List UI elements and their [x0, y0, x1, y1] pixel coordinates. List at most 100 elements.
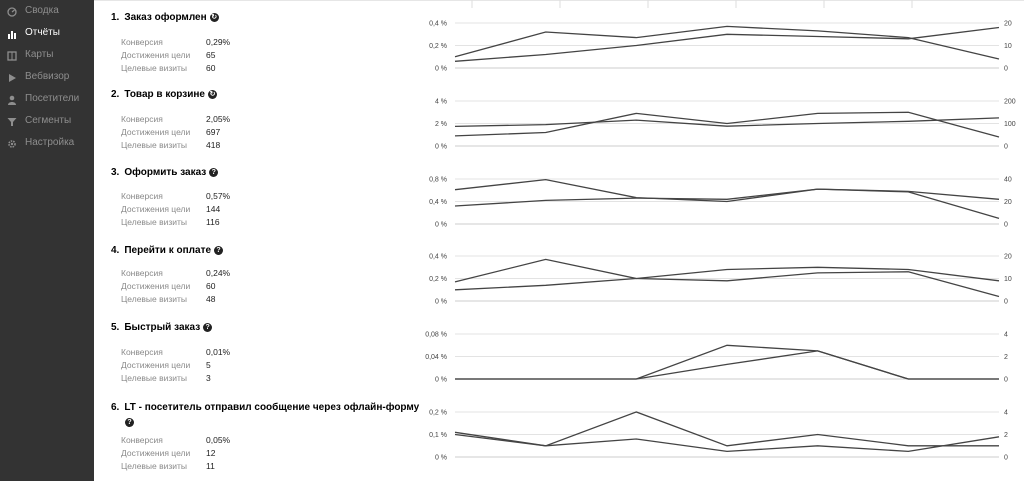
y-right-tick-label: 20	[1004, 254, 1012, 261]
y-left-tick-label: 0 %	[435, 299, 447, 306]
reaches-value: 144	[206, 204, 221, 214]
sidebar-item-label: Вебвизор	[25, 71, 70, 82]
y-right-tick-label: 20	[1004, 199, 1012, 206]
y-right-tick-label: 4	[1004, 332, 1008, 339]
sidebar-item-label: Отчёты	[25, 27, 60, 38]
play-icon	[9, 74, 16, 82]
arrow-circle-icon[interactable]: ↻	[208, 90, 217, 99]
y-left-tick-label: 0,04 %	[425, 354, 447, 361]
y-right-tick-label: 10	[1004, 276, 1012, 283]
series-line-2	[454, 26, 1000, 62]
arrow-circle-icon[interactable]: ↻	[209, 13, 219, 22]
visits-label: Целевые визиты	[121, 373, 188, 383]
y-left-tick-label: 0,4 %	[429, 254, 447, 261]
goal-title[interactable]: 4. Перейти к оплате?	[111, 245, 224, 257]
sidebar-item-segments[interactable]: Сегменты	[0, 112, 94, 132]
goal-help: ?	[125, 412, 134, 430]
series-line-1	[454, 258, 1000, 298]
help-icon[interactable]: ?	[203, 323, 213, 332]
conversion-label: Конверсия	[121, 347, 163, 357]
reaches-value: 12	[206, 448, 216, 458]
conversion-label: Конверсия	[121, 114, 163, 124]
y-left-tick-label: 0,2 %	[429, 410, 447, 417]
series-line-2	[454, 117, 1000, 128]
visits-value: 60	[206, 63, 216, 73]
y-right-tick-label: 0	[1004, 455, 1008, 462]
conversion-label: Конверсия	[121, 268, 163, 278]
map-icon	[7, 51, 17, 61]
series-line-1	[454, 111, 1000, 138]
conversion-value: 2,05%	[206, 114, 231, 124]
reaches-value: 697	[206, 127, 221, 137]
top-divider	[94, 0, 1024, 1]
reaches-label: Достижения цели	[121, 204, 191, 214]
conversion-value: 0,05%	[206, 435, 231, 445]
y-right-tick-label: 2	[1004, 432, 1008, 439]
conversion-label: Конверсия	[121, 191, 163, 201]
visits-label: Целевые визиты	[121, 461, 188, 471]
reaches-label: Достижения цели	[121, 360, 191, 370]
series-line-1	[454, 411, 999, 447]
y-right-tick-label: 4	[1004, 410, 1008, 417]
help-icon[interactable]: ?	[209, 168, 219, 177]
reaches-value: 5	[206, 360, 211, 370]
y-left-tick-label: 4 %	[435, 99, 447, 106]
y-right-tick-label: 0	[1004, 222, 1008, 229]
gear-icon	[8, 140, 16, 148]
goals-report: 1. Заказ оформлен ↻ Конверсия 0,29% Достиж…	[94, 0, 1024, 481]
sidebar: Сводка Отчёты Карты Вебвизор Посетители …	[0, 0, 94, 481]
goal-title[interactable]: 6. LT - посетитель отправил сообщение чер…	[111, 402, 420, 413]
visits-label: Целевые визиты	[121, 63, 188, 73]
reaches-label: Достижения цели	[121, 127, 191, 137]
y-right-tick-label: 20	[1004, 21, 1012, 28]
y-left-tick-label: 0 %	[435, 377, 447, 384]
y-left-tick-label: 0,1 %	[429, 432, 447, 439]
conversion-value: 0,01%	[206, 347, 231, 357]
reaches-label: Достижения цели	[121, 50, 191, 60]
visits-label: Целевые визиты	[121, 217, 188, 227]
sidebar-item-label: Посетители	[25, 93, 80, 104]
y-right-tick-label: 0	[1004, 144, 1008, 151]
visits-value: 48	[206, 294, 216, 304]
visits-value: 116	[206, 217, 220, 227]
sidebar-item-summary[interactable]: Сводка	[0, 2, 94, 22]
series-line-1	[454, 25, 1000, 60]
goal-title[interactable]: 3. Оформить заказ?	[111, 167, 219, 179]
visits-label: Целевые визиты	[121, 294, 188, 304]
filter-icon	[7, 118, 17, 126]
help-icon[interactable]: ?	[214, 246, 224, 255]
series-line-2	[454, 433, 1000, 453]
y-left-tick-label: 0,2 %	[429, 276, 447, 283]
conversion-value: 0,24%	[206, 268, 231, 278]
gauge-icon	[7, 7, 17, 17]
conversion-label: Конверсия	[121, 37, 163, 47]
sidebar-item-settings[interactable]: Настройка	[0, 134, 94, 154]
conversion-label: Конверсия	[121, 435, 163, 445]
sidebar-item-visitors[interactable]: Посетители	[0, 90, 94, 110]
sidebar-item-label: Сегменты	[25, 115, 72, 126]
bar-chart-icon	[8, 31, 16, 39]
y-left-tick-label: 0,8 %	[429, 177, 447, 184]
sidebar-item-label: Сводка	[25, 5, 59, 16]
sidebar-item-webvisor[interactable]: Вебвизор	[0, 68, 94, 88]
y-right-tick-label: 0	[1004, 377, 1008, 384]
visits-value: 11	[206, 461, 215, 471]
series-line-2	[455, 350, 999, 380]
series-line-1	[455, 344, 999, 380]
y-right-tick-label: 10	[1004, 43, 1012, 50]
y-right-tick-label: 100	[1004, 121, 1016, 128]
y-left-tick-label: 2 %	[435, 121, 447, 128]
goal-title[interactable]: 5. Быстрый заказ?	[111, 322, 213, 334]
goal-title[interactable]: 1. Заказ оформлен ↻	[111, 12, 219, 23]
reaches-value: 60	[206, 281, 216, 291]
y-left-tick-label: 0,08 %	[425, 332, 447, 339]
reaches-label: Достижения цели	[121, 281, 191, 291]
visits-value: 3	[206, 373, 211, 383]
y-right-tick-label: 40	[1004, 177, 1012, 184]
sidebar-item-reports[interactable]: Отчёты	[0, 24, 94, 44]
sidebar-item-label: Настройка	[25, 137, 75, 148]
help-icon[interactable]: ?	[125, 418, 134, 427]
goal-title[interactable]: 2. Товар в корзине ↻	[111, 89, 217, 100]
sidebar-item-maps[interactable]: Карты	[0, 46, 94, 66]
